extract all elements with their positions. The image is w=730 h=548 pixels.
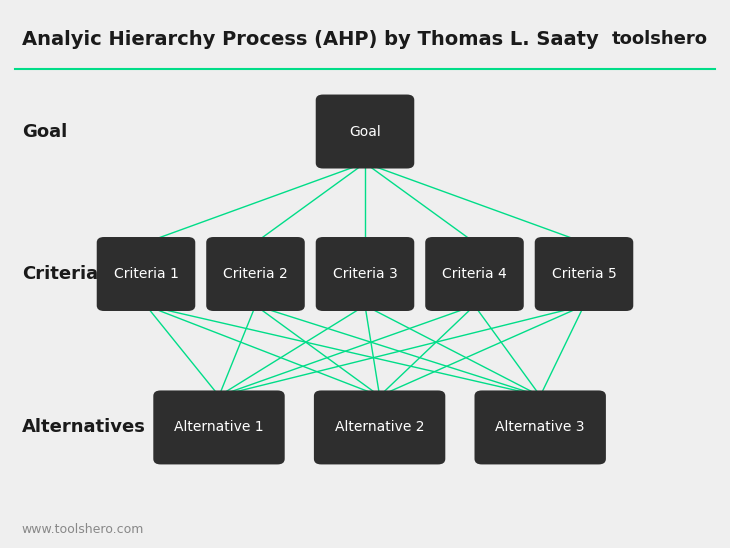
- Text: Alternatives: Alternatives: [22, 419, 146, 436]
- FancyBboxPatch shape: [316, 237, 415, 311]
- Text: Criteria 3: Criteria 3: [333, 267, 397, 281]
- FancyBboxPatch shape: [534, 237, 634, 311]
- Text: toolshero: toolshero: [612, 30, 708, 48]
- Text: Criteria 5: Criteria 5: [552, 267, 616, 281]
- Text: Alternative 1: Alternative 1: [174, 420, 264, 435]
- Text: Goal: Goal: [22, 123, 67, 140]
- Text: Alternative 3: Alternative 3: [496, 420, 585, 435]
- Text: Alternative 2: Alternative 2: [335, 420, 424, 435]
- FancyBboxPatch shape: [153, 390, 285, 465]
- Text: Criteria 4: Criteria 4: [442, 267, 507, 281]
- Text: Analyic Hierarchy Process (AHP) by Thomas L. Saaty: Analyic Hierarchy Process (AHP) by Thoma…: [22, 30, 599, 49]
- Text: Criteria: Criteria: [22, 265, 98, 283]
- FancyBboxPatch shape: [474, 390, 606, 465]
- Text: Goal: Goal: [349, 124, 381, 139]
- FancyBboxPatch shape: [96, 237, 196, 311]
- FancyBboxPatch shape: [314, 390, 445, 465]
- FancyBboxPatch shape: [425, 237, 524, 311]
- FancyBboxPatch shape: [206, 237, 305, 311]
- Text: Criteria 1: Criteria 1: [114, 267, 178, 281]
- FancyBboxPatch shape: [316, 94, 415, 169]
- Text: www.toolshero.com: www.toolshero.com: [22, 523, 145, 536]
- Text: Criteria 2: Criteria 2: [223, 267, 288, 281]
